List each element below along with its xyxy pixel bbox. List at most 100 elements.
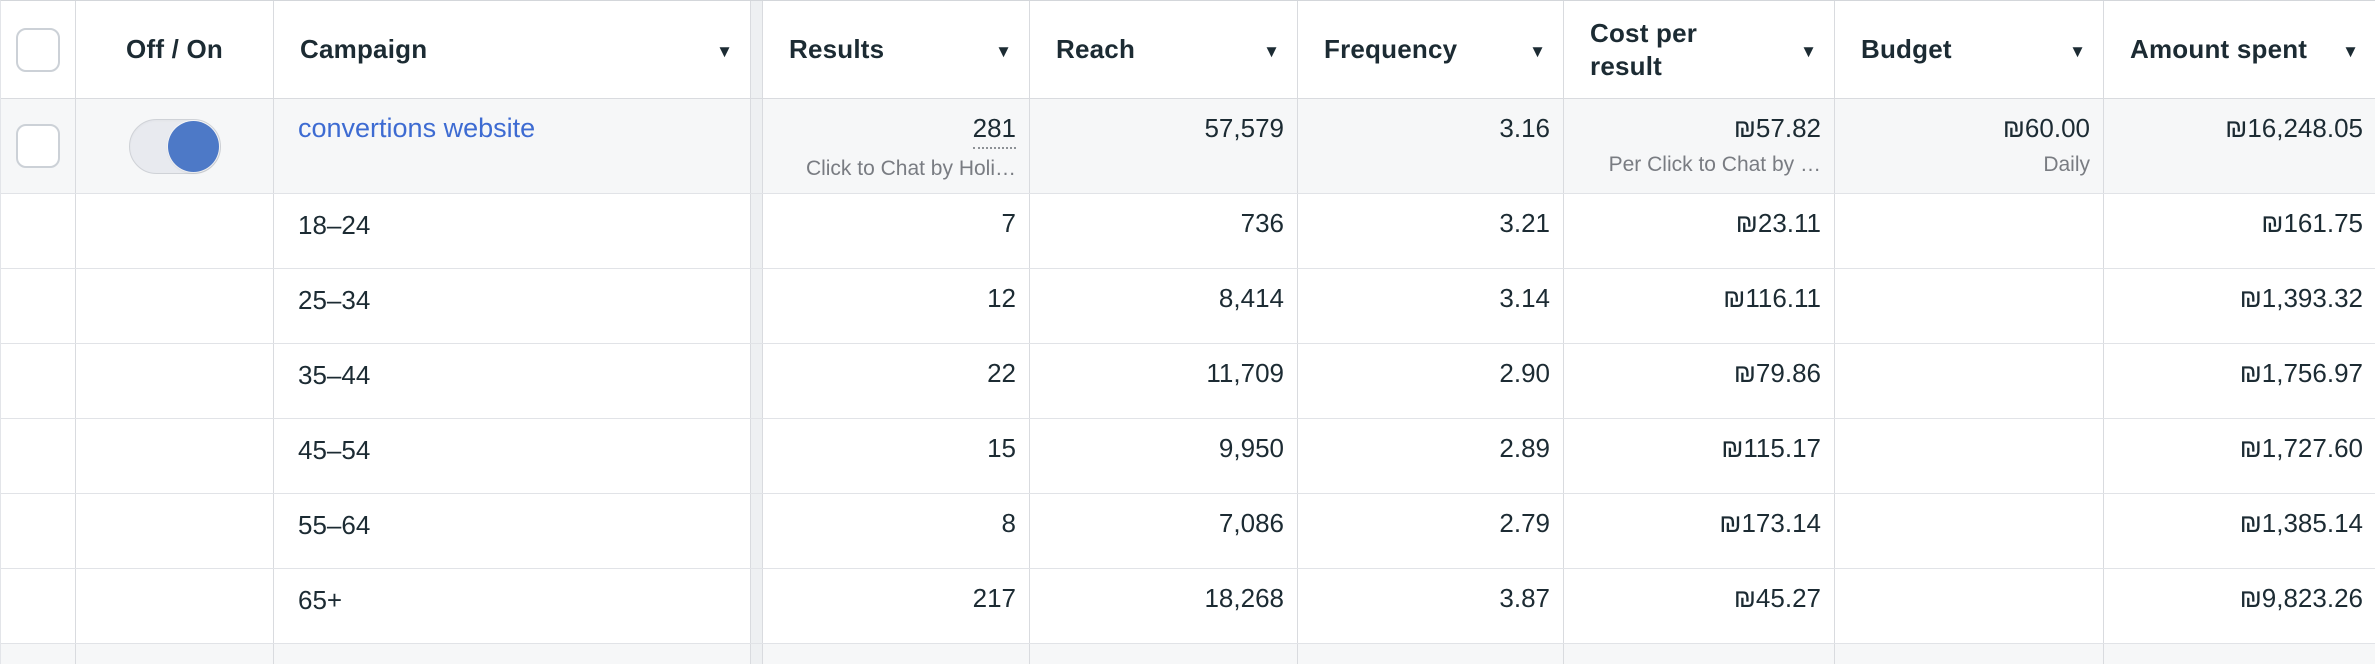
column-header-campaign[interactable]: Campaign ▼ bbox=[274, 1, 751, 98]
reach-value: 9,950 bbox=[1218, 433, 1284, 463]
chevron-down-icon[interactable]: ▼ bbox=[1529, 41, 1546, 61]
off-on-header-label: Off / On bbox=[126, 34, 223, 65]
amount-spent-cell: ₪16,248.05 bbox=[2104, 99, 2375, 193]
cost-per-result-cell: ₪115.17 bbox=[1564, 419, 1835, 493]
frozen-pane-divider bbox=[751, 269, 763, 343]
reach-header-label: Reach bbox=[1056, 34, 1136, 65]
frequency-cell: 2.89 bbox=[1298, 419, 1564, 493]
cost-per-result-cell: ₪57.82 Per Click to Chat by … bbox=[1564, 99, 1835, 193]
frozen-pane-divider bbox=[751, 569, 763, 643]
reach-cell: 9,950 bbox=[1030, 419, 1298, 493]
column-header-off-on: Off / On bbox=[76, 1, 274, 98]
frozen-pane-divider bbox=[751, 1, 763, 98]
age-range-cell: 35–44 bbox=[274, 344, 751, 418]
reach-value: 57,579 bbox=[1204, 113, 1284, 143]
column-header-results[interactable]: Results ▼ bbox=[763, 1, 1030, 98]
amount-spent-value: ₪1,727.60 bbox=[2239, 433, 2363, 463]
results-header-label: Results bbox=[789, 34, 885, 65]
column-header-cost-per-result[interactable]: Cost per result ▼ bbox=[1564, 1, 1835, 98]
campaign-link[interactable]: convertions website bbox=[298, 113, 536, 143]
frequency-cell: 2.90 bbox=[1298, 344, 1564, 418]
frequency-value: 3.14 bbox=[1499, 283, 1550, 313]
budget-value: ₪60.00 bbox=[2002, 113, 2090, 143]
budget-type-label: Daily bbox=[2043, 152, 2090, 176]
campaign-table-row: convertions website 281 Click to Chat by… bbox=[1, 99, 2375, 194]
cost-per-result-header-label: Cost per result bbox=[1590, 18, 1698, 81]
age-range-label: 18–24 bbox=[298, 210, 371, 240]
age-range-label: 25–34 bbox=[298, 285, 371, 315]
cost-per-result-cell: ₪23.11 bbox=[1564, 194, 1835, 268]
age-range-cell: 55–64 bbox=[274, 494, 751, 568]
frequency-cell: 2.79 bbox=[1298, 494, 1564, 568]
column-header-frequency[interactable]: Frequency ▼ bbox=[1298, 1, 1564, 98]
amount-spent-value: ₪1,385.14 bbox=[2239, 508, 2363, 538]
select-all-checkbox[interactable] bbox=[16, 27, 60, 72]
results-cell: 22 bbox=[763, 344, 1030, 418]
budget-header-label: Budget bbox=[1861, 34, 1952, 65]
age-range-cell: 45–54 bbox=[274, 419, 751, 493]
budget-cell bbox=[1835, 269, 2104, 343]
reach-cell: 11,709 bbox=[1030, 344, 1298, 418]
frozen-pane-divider bbox=[751, 419, 763, 493]
results-value: 12 bbox=[987, 283, 1016, 313]
header-checkbox-cell bbox=[1, 1, 76, 98]
results-value: 8 bbox=[1001, 508, 1016, 538]
reach-cell: 7,086 bbox=[1030, 494, 1298, 568]
frequency-cell: 3.14 bbox=[1298, 269, 1564, 343]
column-header-amount-spent[interactable]: Amount spent ▼ bbox=[2104, 1, 2375, 98]
frozen-pane-divider bbox=[751, 644, 763, 664]
breakdown-row-55-64: 55–64 8 7,086 2.79 ₪173.14 ₪1,385.14 bbox=[1, 494, 2375, 569]
amount-spent-value: ₪16,248.05 bbox=[2225, 113, 2363, 143]
results-value: 217 bbox=[972, 583, 1016, 613]
results-value: 15 bbox=[987, 433, 1016, 463]
results-type-label: Click to Chat by Holi… bbox=[805, 156, 1016, 180]
chevron-down-icon[interactable]: ▼ bbox=[995, 41, 1012, 61]
reach-value: 11,709 bbox=[1206, 358, 1284, 388]
amount-spent-value: ₪161.75 bbox=[2261, 208, 2363, 238]
amount-spent-value: ₪9,823.26 bbox=[2239, 583, 2363, 613]
cost-per-result-value: ₪173.14 bbox=[1719, 508, 1821, 538]
age-range-cell: 18–24 bbox=[274, 194, 751, 268]
chevron-down-icon[interactable]: ▼ bbox=[1263, 41, 1280, 61]
budget-cell bbox=[1835, 569, 2104, 643]
amount-spent-cell: ₪9,823.26 bbox=[2104, 569, 2375, 643]
frequency-value: 2.90 bbox=[1499, 358, 1550, 388]
frozen-pane-divider bbox=[751, 344, 763, 418]
age-range-label: 45–54 bbox=[298, 435, 371, 465]
reach-value: 8,414 bbox=[1218, 283, 1284, 313]
breakdown-row-45-54: 45–54 15 9,950 2.89 ₪115.17 ₪1,727.60 bbox=[1, 419, 2375, 494]
chevron-down-icon[interactable]: ▼ bbox=[1800, 41, 1817, 61]
cost-per-result-cell: ₪79.86 bbox=[1564, 344, 1835, 418]
column-header-reach[interactable]: Reach ▼ bbox=[1030, 1, 1298, 98]
frequency-value: 3.16 bbox=[1499, 113, 1550, 143]
breakdown-row-18-24: 18–24 7 736 3.21 ₪23.11 ₪161.75 bbox=[1, 194, 2375, 269]
campaign-name-cell: convertions website bbox=[274, 99, 751, 193]
reach-cell: 18,268 bbox=[1030, 569, 1298, 643]
campaign-on-off-toggle[interactable] bbox=[128, 118, 221, 174]
cost-per-result-cell: ₪116.11 bbox=[1564, 269, 1835, 343]
cost-per-result-cell: ₪45.27 bbox=[1564, 569, 1835, 643]
breakdown-row-35-44: 35–44 22 11,709 2.90 ₪79.86 ₪1,756.97 bbox=[1, 344, 2375, 419]
cost-per-result-value: ₪79.86 bbox=[1733, 358, 1821, 388]
cost-per-result-value: ₪115.17 bbox=[1721, 433, 1821, 463]
campaign-row-checkbox[interactable] bbox=[16, 124, 60, 168]
amount-spent-cell: ₪1,385.14 bbox=[2104, 494, 2375, 568]
frozen-pane-divider bbox=[751, 494, 763, 568]
results-cell: 8 bbox=[763, 494, 1030, 568]
row-checkbox-cell bbox=[1, 99, 76, 193]
results-cell: 7 bbox=[763, 194, 1030, 268]
results-cell: 15 bbox=[763, 419, 1030, 493]
results-cell: 12 bbox=[763, 269, 1030, 343]
results-value: 7 bbox=[1001, 208, 1016, 238]
cost-per-result-cell: ₪173.14 bbox=[1564, 494, 1835, 568]
cost-per-result-value: ₪45.27 bbox=[1733, 583, 1821, 613]
amount-spent-cell: ₪1,756.97 bbox=[2104, 344, 2375, 418]
chevron-down-icon[interactable]: ▼ bbox=[2069, 41, 2086, 61]
column-header-budget[interactable]: Budget ▼ bbox=[1835, 1, 2104, 98]
cost-per-result-value: ₪23.11 bbox=[1735, 208, 1821, 238]
age-range-cell: 65+ bbox=[274, 569, 751, 643]
chevron-down-icon[interactable]: ▼ bbox=[2342, 41, 2359, 61]
age-range-label: 35–44 bbox=[298, 360, 371, 390]
budget-cell bbox=[1835, 194, 2104, 268]
chevron-down-icon[interactable]: ▼ bbox=[716, 41, 733, 61]
